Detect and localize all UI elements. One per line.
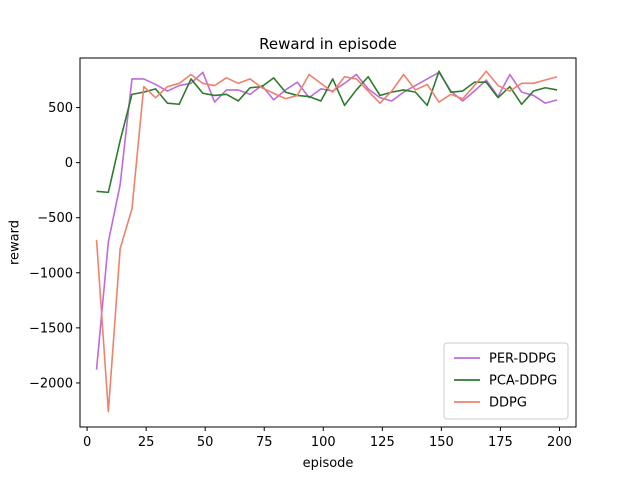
y-tick-label: −500 [37,211,73,226]
y-tick-label: −2000 [29,376,73,391]
legend-box [443,342,569,420]
y-tick-label: −1500 [29,321,73,336]
y-axis: −2000 −1500 −1000 −500 0 500 [29,101,80,391]
series-line-ddpg [95,70,558,413]
series-line-pca-ddpg [96,70,558,194]
x-tick-label: 150 [429,435,454,450]
x-axis-label: episode [303,456,354,471]
plot-area-frame [79,57,577,428]
x-tick-label: 50 [197,435,214,450]
x-tick-label: 200 [547,435,572,450]
x-tick-label: 175 [488,435,513,450]
x-tick-label: 125 [370,435,395,450]
legend-entry-label: PCA-DDPG [489,374,557,389]
chart-title: Reward in episode [259,35,397,53]
y-axis-label: reward [8,220,23,265]
x-tick-label: 0 [83,435,91,450]
legend: PER-DDPG PCA-DDPG DDPG [443,342,569,420]
x-tick-label: 100 [311,435,336,450]
y-tick-label: 500 [48,101,73,116]
legend-entry-label: DDPG [489,396,527,411]
x-tick-label: 25 [138,435,155,450]
series-layer [95,70,558,413]
legend-entry-label: PER-DDPG [489,352,556,367]
x-tick-label: 75 [256,435,273,450]
x-axis: 0 25 50 75 100 125 150 175 200 [83,427,572,450]
y-tick-label: −1000 [29,266,73,281]
y-tick-label: 0 [65,156,73,171]
